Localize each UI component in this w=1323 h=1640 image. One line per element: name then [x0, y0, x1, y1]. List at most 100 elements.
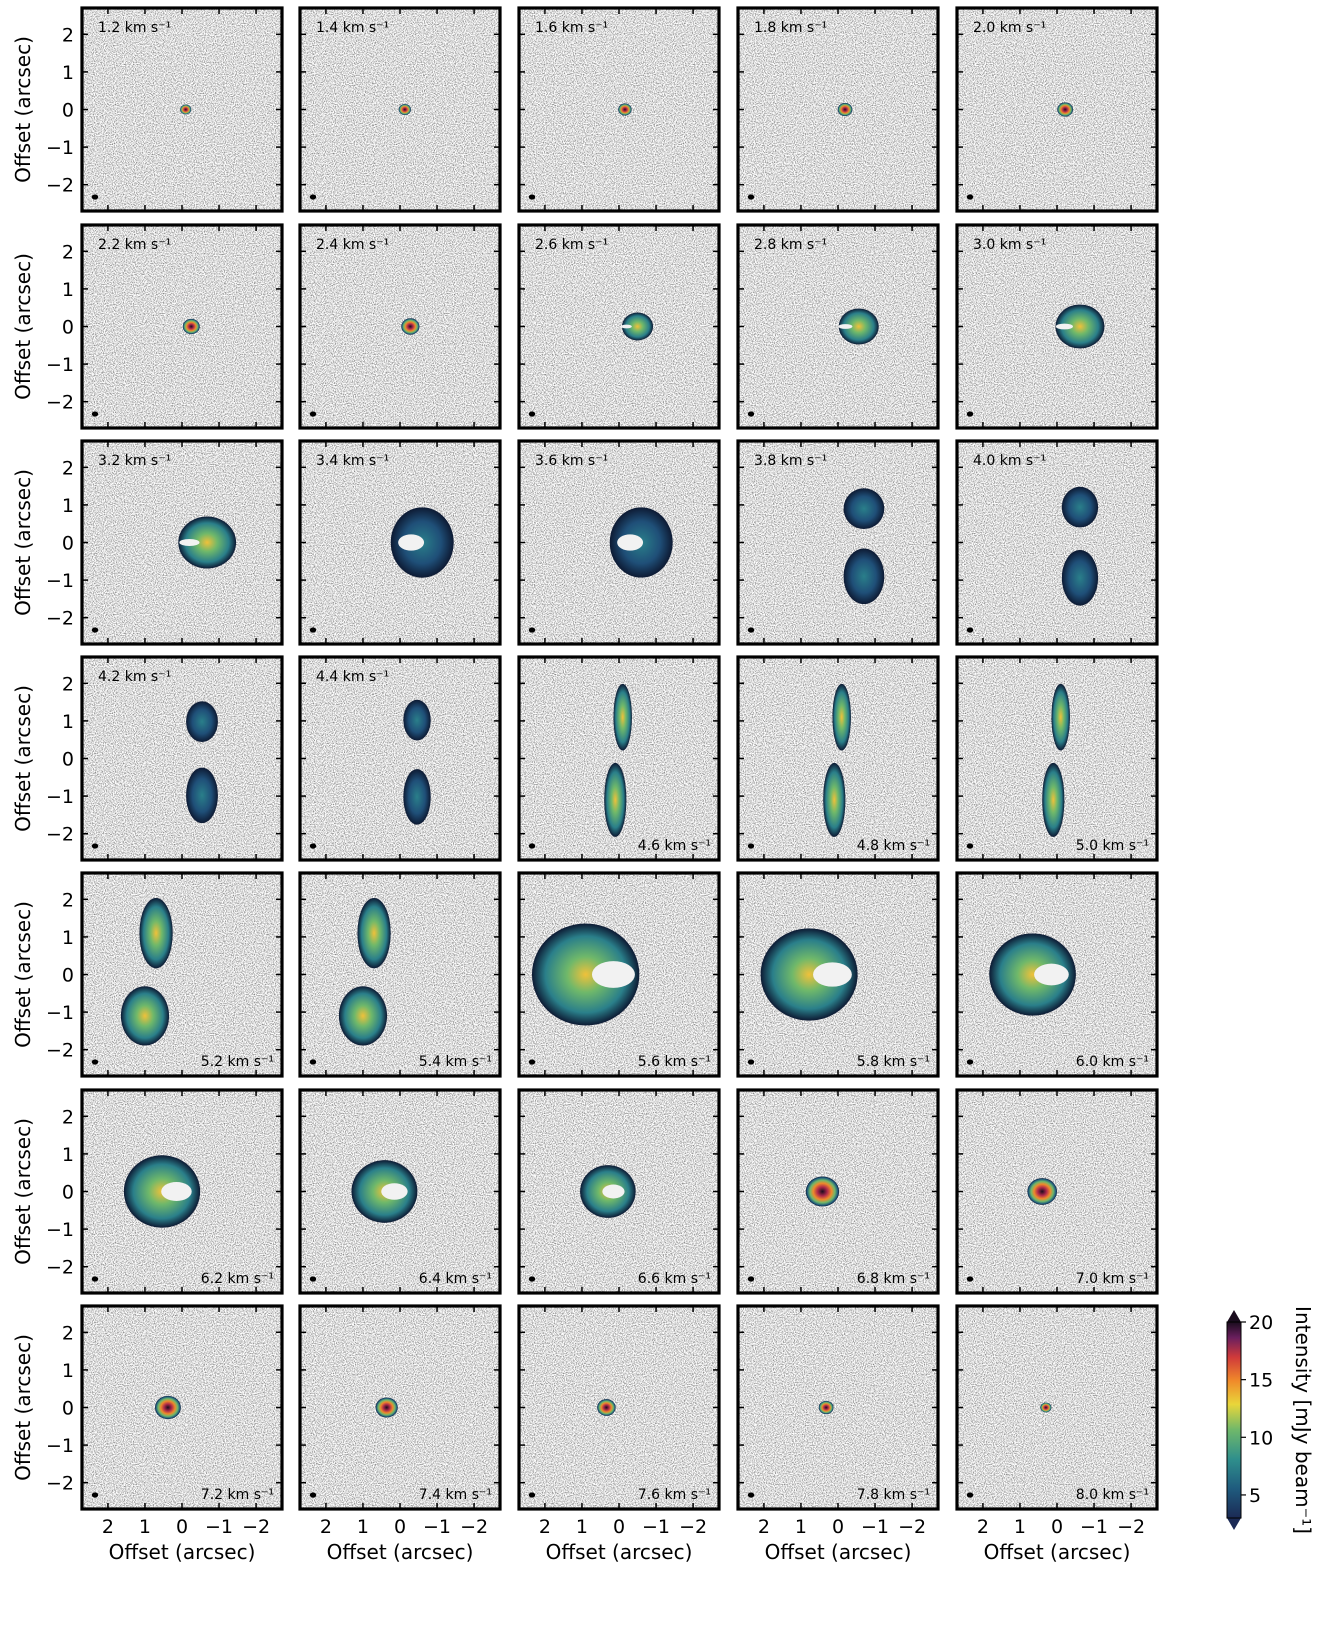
x-tick-label: 0 — [394, 1516, 406, 1538]
emission-cavity — [602, 1184, 625, 1199]
emission-cavity — [381, 1183, 408, 1200]
panel-noise — [300, 225, 500, 428]
x-tick-label: −1 — [1080, 1516, 1108, 1538]
beam-marker — [747, 1492, 755, 1498]
colorbar-label: Intensity [mJy beam⁻¹] — [1291, 1306, 1315, 1534]
channel-panel: 3.2 km s⁻¹ — [80, 439, 284, 646]
y-tick-label: −2 — [46, 175, 74, 197]
beam-marker — [528, 627, 536, 633]
x-tick-label: −1 — [861, 1516, 889, 1538]
beam-marker — [309, 1492, 317, 1498]
emission-notch — [398, 534, 425, 551]
emission-lobe-north — [403, 699, 431, 741]
channel-panel: 7.2 km s⁻¹ — [80, 1304, 284, 1511]
y-tick-label: −2 — [46, 608, 74, 630]
y-tick-label: −1 — [46, 570, 74, 592]
panel-noise — [82, 1306, 282, 1509]
emission-lobe-south — [338, 986, 388, 1046]
colorbar-extend-bottom — [1227, 1518, 1241, 1530]
y-axis-label: Offset (arcsec) — [11, 685, 35, 832]
channel-panel: 6.6 km s⁻¹ — [517, 1088, 721, 1295]
velocity-label: 6.8 km s⁻¹ — [857, 1271, 930, 1287]
y-tick-label: 1 — [62, 495, 74, 517]
y-tick-label: 0 — [62, 317, 74, 339]
channel-panel: 3.6 km s⁻¹ — [517, 439, 721, 646]
channel-panel: 4.6 km s⁻¹ — [517, 655, 721, 862]
panel-noise — [300, 657, 500, 860]
velocity-label: 7.8 km s⁻¹ — [857, 1487, 930, 1503]
panel-noise — [738, 1306, 938, 1509]
velocity-label: 6.4 km s⁻¹ — [419, 1271, 492, 1287]
x-tick-label: 1 — [357, 1516, 369, 1538]
colorbar: 5 10 15 20 Intensity [mJy beam⁻¹] — [1226, 1306, 1315, 1534]
y-tick-label: −2 — [46, 392, 74, 414]
velocity-label: 5.2 km s⁻¹ — [201, 1054, 274, 1070]
emission-cavity — [161, 1181, 192, 1202]
y-tick-label: −2 — [46, 1040, 74, 1062]
beam-marker — [966, 843, 974, 849]
y-tick-label: −2 — [46, 1257, 74, 1279]
velocity-label: 5.0 km s⁻¹ — [1076, 838, 1149, 854]
channel-panel: 6.4 km s⁻¹ — [298, 1088, 502, 1295]
y-tick-label: 2 — [62, 889, 74, 911]
y-tick-label: 1 — [62, 711, 74, 733]
panel-noise — [738, 441, 938, 644]
emission-core — [154, 1395, 181, 1420]
beam-marker — [91, 627, 99, 633]
emission-lobe-south — [604, 762, 627, 837]
panel-noise — [738, 225, 938, 428]
emission-blob — [178, 516, 237, 569]
velocity-label: 2.2 km s⁻¹ — [98, 237, 171, 253]
y-tick-label: 1 — [62, 927, 74, 949]
velocity-label: 7.2 km s⁻¹ — [201, 1487, 274, 1503]
panel-noise — [82, 873, 282, 1076]
emission-lobe-south — [403, 769, 431, 825]
beam-marker — [528, 411, 536, 417]
beam-marker — [528, 1276, 536, 1282]
colorbar-tick-label: 20 — [1249, 1312, 1273, 1334]
channel-panel: 3.4 km s⁻¹ — [298, 439, 502, 646]
panel-grid: 1.2 km s⁻¹ 1.4 km s⁻¹ 1.6 km s⁻¹ 1.8 km s⁻¹… — [80, 6, 1159, 1511]
beam-marker — [309, 411, 317, 417]
x-tick-label: 2 — [758, 1516, 770, 1538]
emission-blob — [989, 933, 1076, 1016]
emission-lobe-north — [139, 897, 173, 969]
emission-blob — [531, 923, 640, 1026]
emission-core — [805, 1176, 840, 1207]
x-tick-label: −2 — [242, 1516, 270, 1538]
panel-noise — [82, 225, 282, 428]
x-tick-label: 2 — [320, 1516, 332, 1538]
beam-marker — [91, 411, 99, 417]
emission-core — [180, 104, 192, 115]
emission-cavity — [813, 962, 852, 987]
channel-panel: 1.8 km s⁻¹ — [736, 6, 940, 213]
channel-panel: 5.0 km s⁻¹ — [955, 655, 1159, 862]
channel-panel: 5.8 km s⁻¹ — [736, 871, 940, 1078]
y-tick-label: 2 — [62, 1106, 74, 1128]
velocity-label: 2.0 km s⁻¹ — [973, 20, 1046, 36]
y-tick-label: 2 — [62, 1322, 74, 1344]
emission-lobe-south — [1042, 762, 1065, 837]
panel-noise — [82, 657, 282, 860]
velocity-label: 2.4 km s⁻¹ — [316, 237, 389, 253]
colorbar-gradient — [1227, 1322, 1241, 1518]
y-tick-label: 0 — [62, 1182, 74, 1204]
y-tick-label: 0 — [62, 533, 74, 555]
colorbar-tick-label: 10 — [1249, 1427, 1273, 1449]
x-tick-label: −2 — [1117, 1516, 1145, 1538]
channel-panel: 5.4 km s⁻¹ — [298, 871, 502, 1078]
channel-panel: 5.6 km s⁻¹ — [517, 871, 721, 1078]
channel-panel: 5.2 km s⁻¹ — [80, 871, 284, 1078]
beam-marker — [966, 627, 974, 633]
velocity-label: 1.6 km s⁻¹ — [535, 20, 608, 36]
beam-marker — [528, 194, 536, 200]
y-axis-label: Offset (arcsec) — [11, 36, 35, 183]
y-tick-label: 2 — [62, 673, 74, 695]
colorbar-tick-label: 5 — [1249, 1485, 1261, 1507]
y-tick-label: −1 — [46, 1219, 74, 1241]
emission-core — [1057, 102, 1074, 117]
beam-marker — [528, 1059, 536, 1065]
channel-panel: 2.2 km s⁻¹ — [80, 223, 284, 430]
velocity-label: 8.0 km s⁻¹ — [1076, 1487, 1149, 1503]
